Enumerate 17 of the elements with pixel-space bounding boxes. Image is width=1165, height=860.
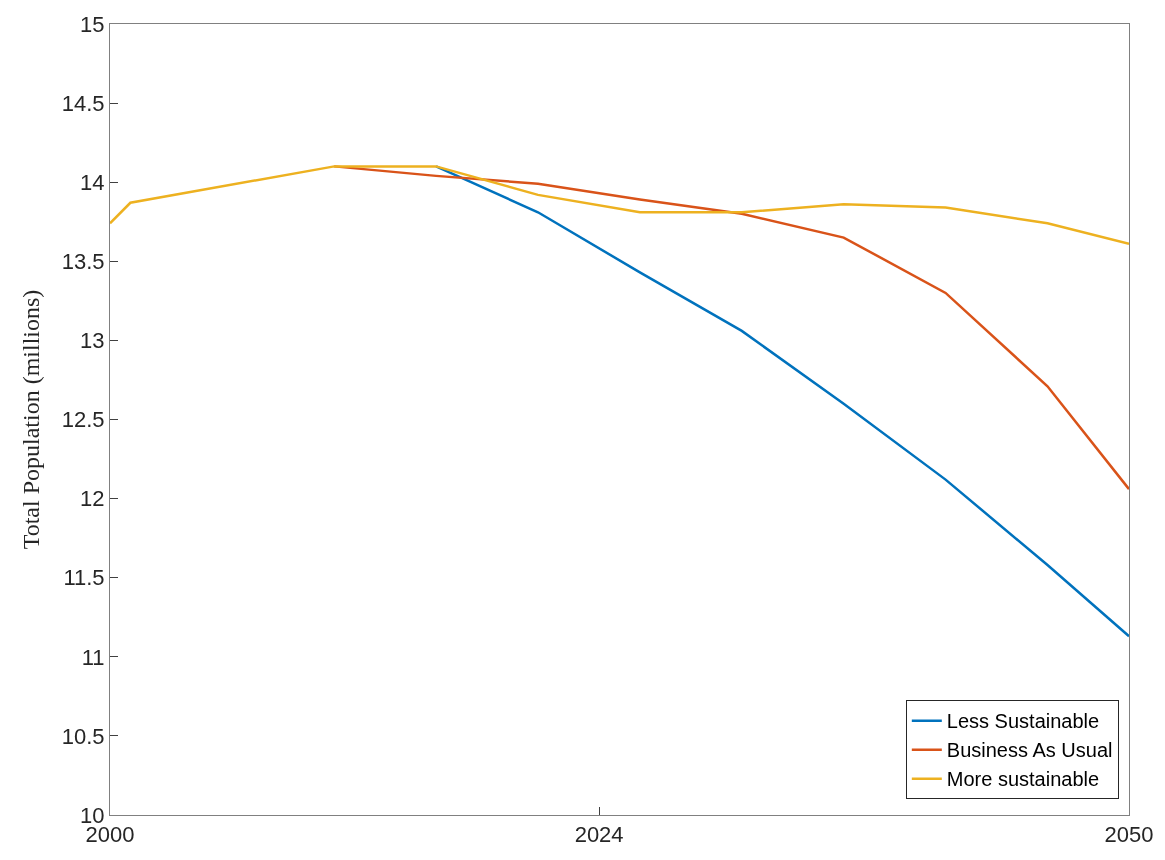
y-tick-label: 12 — [80, 486, 105, 512]
legend-label: Business As Usual — [946, 739, 1113, 762]
y-tick-label: 13 — [80, 328, 105, 354]
y-tick-label: 14.5 — [61, 90, 105, 116]
x-tick-label: 2024 — [574, 822, 624, 848]
legend-label: More sustainable — [946, 768, 1100, 791]
y-tick-label: 13.5 — [61, 249, 105, 274]
x-tick-label: 2050 — [1104, 822, 1154, 848]
y-tick-label: 14 — [80, 169, 105, 195]
legend-label: Less Sustainable — [946, 710, 1100, 733]
y-tick-label: 12.5 — [61, 407, 105, 433]
y-axis-title: Total Population (millions) — [17, 289, 44, 550]
line-series — [110, 165, 1129, 246]
y-tick-label: 10.5 — [61, 723, 105, 749]
y-tick-label: 15 — [80, 11, 105, 37]
y-tick-label: 11.5 — [63, 565, 105, 591]
y-tick-label: 11 — [81, 644, 105, 670]
